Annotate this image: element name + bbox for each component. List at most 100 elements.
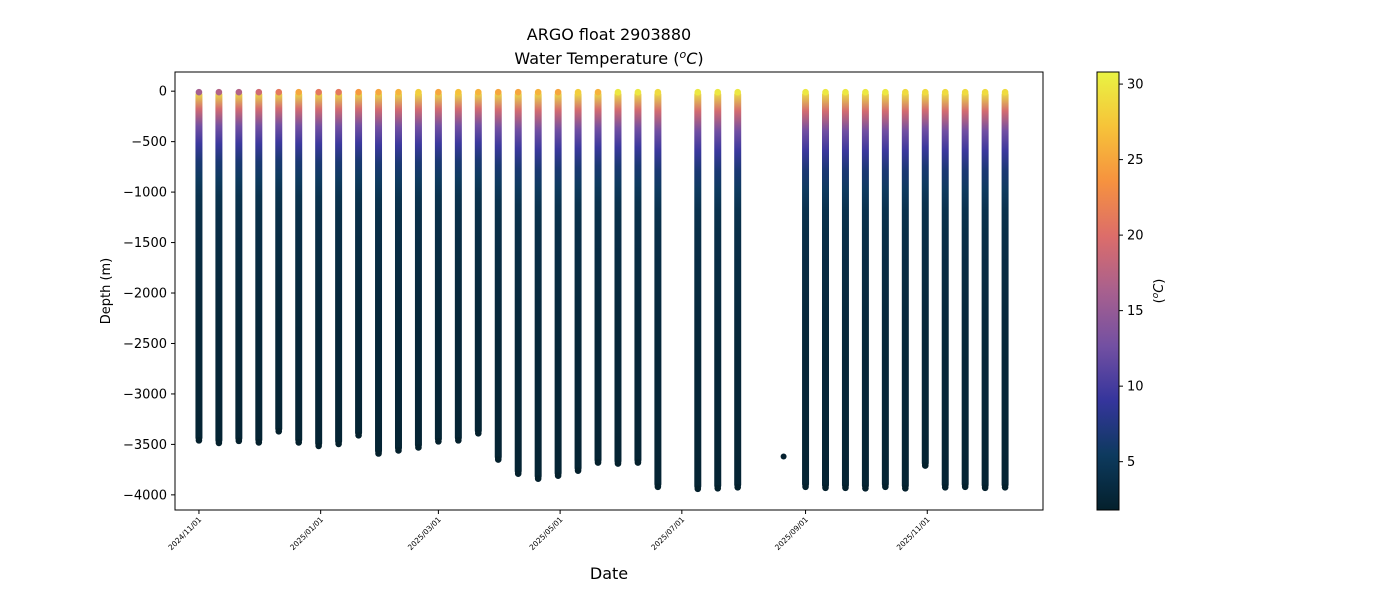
profile-25 (694, 91, 702, 490)
profile-surface-point-38 (1001, 88, 1009, 96)
profile-surface-point-6 (295, 88, 303, 96)
x-tick-label-5: 2025/07/01 (649, 515, 686, 552)
profile-7 (315, 91, 323, 447)
y-tick-label-2: −500 (131, 135, 167, 150)
profile-surface-point-17 (514, 88, 522, 96)
profile-bottom-point-28 (802, 483, 809, 491)
profile-bottom-point-2 (215, 439, 223, 447)
profile-16 (494, 91, 502, 461)
isolated-points-layer (780, 453, 787, 460)
profile-surface-point-30 (842, 88, 849, 96)
profile-10 (375, 91, 383, 455)
profile-bottom-point-10 (375, 450, 382, 457)
plot-frame (174, 71, 1044, 511)
profile-bottom-point-27 (734, 484, 742, 491)
chart-title: ARGO float 2903880 (527, 25, 691, 44)
profile-bottom-point-14 (455, 437, 462, 444)
profile-surface-point-21 (594, 88, 602, 96)
profile-surface-point-4 (255, 88, 263, 96)
profile-bottom-point-33 (902, 485, 909, 492)
profile-23 (634, 91, 642, 464)
profile-surface-point-18 (534, 88, 542, 96)
profile-bottom-point-20 (574, 467, 582, 474)
profile-bottom-point-29 (822, 484, 829, 492)
x-tick-label-3: 2025/03/01 (406, 515, 443, 552)
colorbar-tick-label-6: 30 (1127, 78, 1144, 93)
profile-bottom-point-31 (862, 485, 869, 492)
profile-bottom-point-11 (395, 447, 402, 454)
x-tick-label-1: 2024/11/01 (166, 515, 203, 552)
profile-36 (961, 91, 969, 488)
profile-surface-point-2 (215, 88, 223, 96)
profile-surface-point-32 (882, 88, 889, 96)
profile-surface-point-7 (315, 88, 322, 96)
profile-surface-point-28 (802, 88, 809, 96)
profile-15 (474, 91, 482, 435)
profile-bottom-point-18 (534, 475, 542, 483)
profile-surface-point-34 (921, 88, 929, 96)
x-tick-label-4: 2025/05/01 (528, 515, 565, 552)
profile-surface-point-25 (694, 88, 702, 96)
profile-bottom-point-5 (275, 427, 283, 435)
profile-3 (235, 91, 243, 442)
profile-surface-point-13 (435, 88, 442, 96)
profile-bottom-point-9 (355, 432, 362, 439)
x-axis-label: Date (590, 564, 628, 583)
profile-bottom-point-16 (494, 456, 502, 463)
profile-surface-point-23 (634, 88, 642, 96)
profile-surface-point-3 (235, 88, 243, 96)
profile-bottom-point-34 (921, 462, 929, 469)
profile-bottom-point-22 (614, 460, 622, 467)
colorbar-tick-label-3: 15 (1127, 304, 1144, 319)
profile-33 (901, 91, 909, 490)
profile-1 (195, 91, 203, 442)
profile-bottom-point-25 (694, 485, 702, 493)
profile-surface-point-10 (375, 88, 382, 96)
y-tick-label-7: −3000 (123, 387, 167, 402)
profile-bottom-point-24 (654, 483, 662, 491)
profile-surface-point-12 (415, 88, 422, 96)
profile-26 (714, 91, 722, 490)
colorbar-tick-label-2: 10 (1127, 380, 1144, 395)
y-axis-ticks: 0 −500 −1000 −1500 −2000 −2500 −3000 −3500 −4000 (123, 85, 175, 503)
profile-bottom-point-32 (882, 483, 889, 491)
profile-surface-point-19 (554, 88, 562, 96)
profile-24 (654, 91, 662, 488)
profile-bottom-point-35 (941, 484, 949, 491)
profile-surface-point-33 (902, 88, 909, 96)
profile-bottom-point-3 (235, 437, 243, 445)
colorbar-tick-label-1: 5 (1127, 455, 1135, 470)
profile-6 (295, 91, 303, 444)
profile-surface-point-36 (961, 88, 969, 96)
x-tick-label-2: 2025/01/01 (288, 515, 325, 552)
profile-surface-point-8 (335, 88, 342, 96)
profile-5 (275, 91, 283, 433)
profile-bottom-point-36 (961, 483, 969, 491)
profile-bottom-point-6 (295, 439, 303, 446)
profile-bottom-point-37 (981, 484, 989, 492)
profile-surface-point-9 (355, 88, 362, 96)
profile-38 (1001, 91, 1009, 489)
profile-surface-point-27 (734, 88, 742, 96)
y-tick-label-6: −2500 (123, 337, 167, 352)
profile-bottom-point-1 (195, 437, 203, 444)
profile-surface-point-35 (941, 88, 949, 96)
profile-surface-point-37 (981, 88, 989, 96)
profile-13 (434, 91, 442, 443)
x-tick-label-6: 2025/09/01 (773, 515, 810, 552)
colorbar: 5 10 15 20 25 30 (oC) (1096, 71, 1167, 511)
profile-bottom-point-15 (475, 430, 482, 437)
profile-19 (554, 91, 562, 477)
profile-11 (394, 91, 402, 452)
profile-bottom-point-19 (554, 472, 562, 479)
y-tick-label-5: −2000 (123, 287, 167, 302)
profile-9 (355, 91, 363, 437)
profile-bottom-point-21 (594, 459, 602, 466)
y-axis-label: Depth (m) (99, 258, 114, 325)
y-tick-label-4: −1500 (123, 236, 167, 251)
x-axis-ticks: 2024/11/01 2025/01/01 2025/03/01 2025/05/01… (166, 510, 932, 552)
profile-32 (881, 91, 889, 488)
profile-surface-point-24 (654, 88, 662, 96)
y-tick-label-1: 0 (159, 85, 167, 100)
